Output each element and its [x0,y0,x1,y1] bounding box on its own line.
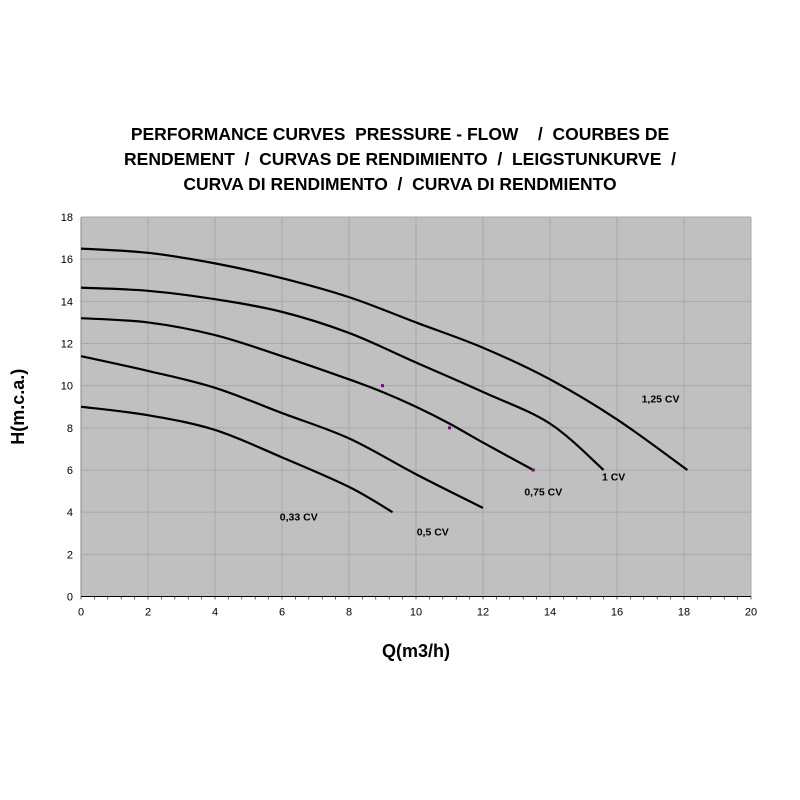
x-tick-label: 6 [279,607,285,619]
series-line [80,247,688,471]
x-tick-label: 4 [212,607,218,619]
x-tick-label: 14 [544,607,556,619]
y-tick-label: 0 [67,592,73,604]
x-tick-label: 0 [78,607,84,619]
x-tick-label: 10 [410,607,422,619]
y-tick-label: 18 [61,212,73,224]
x-tick-label: 2 [145,607,151,619]
series-label: 0,33 CV [280,512,318,524]
data-marker [531,468,535,472]
x-tick-label: 20 [745,607,757,619]
series-line [80,317,534,471]
markers [381,384,535,472]
curve-labels: 1,25 CV 1 CV 0,75 CV 0,5 CV 0,33 CV [280,394,680,539]
series-label: 0,5 CV [417,526,449,538]
series-line [80,286,605,471]
y-tick-label: 6 [67,465,73,477]
chart-title-line: PERFORMANCE CURVES PRESSURE - FLOW / COU… [130,124,670,144]
series-line [80,405,394,514]
x-tick-label: 8 [346,607,352,619]
x-axis-label: Q(m3/h) [382,641,450,661]
y-tick-label: 4 [67,507,73,519]
y-tick-label: 2 [67,549,73,561]
x-tick-label: 18 [678,607,690,619]
data-marker [381,384,384,388]
y-tick-label: 14 [61,296,73,308]
series-line [80,355,484,509]
x-tick-label: 16 [611,607,623,619]
data-marker [448,426,451,430]
series-label: 1 CV [602,472,625,484]
y-axis-label: H(m.c.a.) [8,369,28,445]
chart-title: PERFORMANCE CURVES PRESSURE - FLOW / COU… [0,122,800,197]
curves [80,247,688,514]
chart-title-line: CURVA DI RENDIMENTO / CURVA DI RENDMIENT… [183,174,617,194]
y-tick-label: 10 [61,381,73,393]
y-tick-label: 12 [61,339,73,351]
x-tick-label: 12 [477,607,489,619]
series-label: 1,25 CV [642,394,680,406]
y-tick-label: 8 [67,423,73,435]
series-label: 0,75 CV [524,486,562,498]
y-tick-label: 16 [61,254,73,266]
chart-title-line: RENDEMENT / CURVAS DE RENDIMIENTO / LEIG… [124,149,676,169]
